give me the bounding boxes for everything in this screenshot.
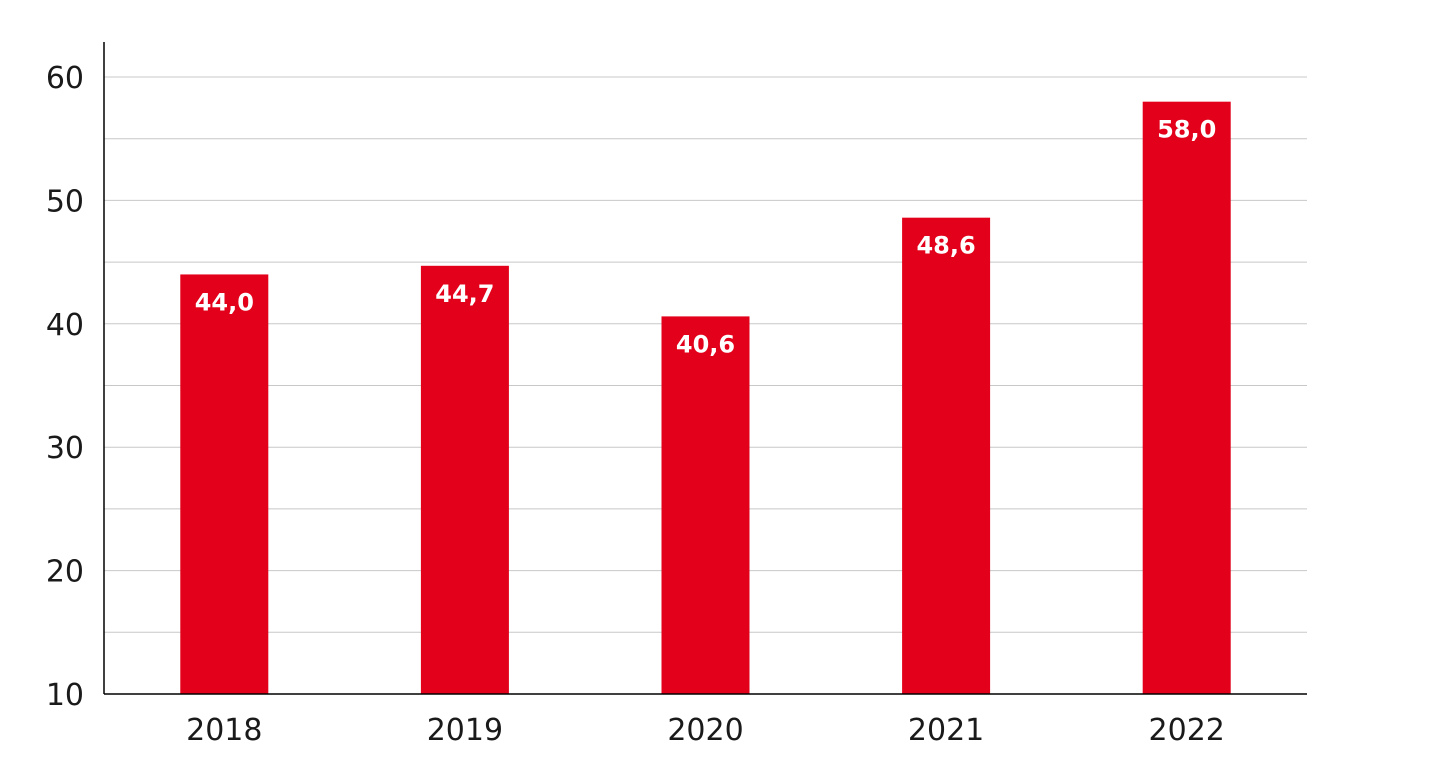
data-label-2022: 58,0	[1157, 116, 1216, 144]
y-tick-label-50: 50	[46, 184, 84, 219]
bars-layer	[180, 101, 1231, 695]
axis-layer	[103, 42, 1307, 695]
labels-layer: 44,0 2018 44,7 2019 40,6 2020 48,6 2021 58,0 2022…	[46, 61, 1225, 748]
x-tick-label-2019: 2019	[427, 713, 503, 748]
y-tick-label-40: 40	[46, 308, 84, 343]
y-tick-label-30: 30	[46, 431, 84, 466]
bar-2020	[661, 316, 750, 694]
y-tick-label-10: 10	[46, 678, 84, 713]
x-tick-label-2022: 2022	[1149, 713, 1225, 748]
y-tick-label-20: 20	[46, 555, 84, 590]
data-label-2021: 48,6	[916, 232, 975, 260]
x-tick-label-2021: 2021	[908, 713, 984, 748]
bar-2021	[902, 217, 991, 694]
x-tick-label-2018: 2018	[186, 713, 262, 748]
bar-2019	[420, 265, 509, 694]
bar-2022	[1142, 101, 1231, 695]
bar-2018	[180, 274, 269, 694]
data-label-2018: 44,0	[195, 288, 254, 316]
data-label-2019: 44,7	[435, 280, 494, 308]
data-label-2020: 40,6	[676, 330, 735, 358]
x-tick-label-2020: 2020	[667, 713, 743, 748]
y-tick-label-60: 60	[46, 61, 84, 96]
